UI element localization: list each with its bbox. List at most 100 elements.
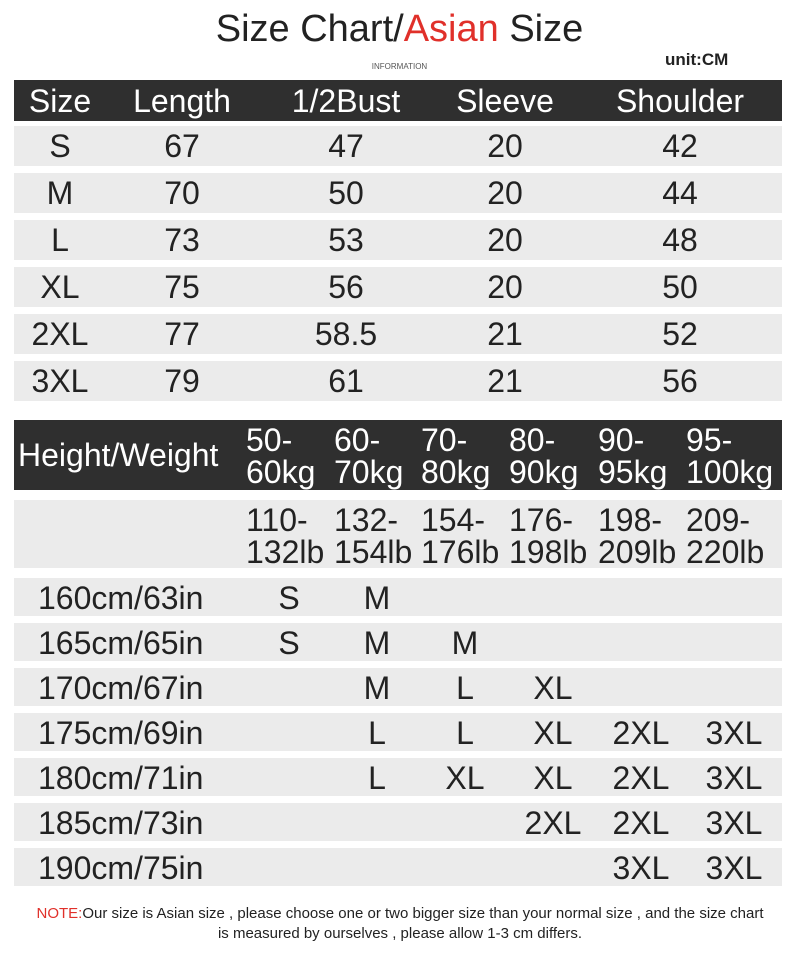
row-band <box>14 803 782 841</box>
cell: 77 <box>164 316 200 352</box>
row-band <box>14 220 782 260</box>
cell: 44 <box>662 175 698 211</box>
weight-kg: 80-90kg <box>509 422 579 490</box>
weight-kg: 50-60kg <box>246 422 316 490</box>
row-band <box>14 848 782 886</box>
cell: 70 <box>164 175 200 211</box>
row-band <box>14 126 782 166</box>
size: 3XL <box>705 850 763 886</box>
header-band <box>14 80 782 121</box>
cell: 75 <box>164 269 200 305</box>
size: 2XL <box>524 805 582 841</box>
height: 190cm/75in <box>38 850 204 886</box>
cell: 3XL <box>31 363 89 399</box>
header-label: Height/Weight <box>18 437 219 473</box>
size: XL <box>533 760 573 796</box>
row-band <box>14 267 782 307</box>
cell: L <box>51 222 69 258</box>
note-text: Our size is Asian size , please choose o… <box>82 905 764 942</box>
cell: 42 <box>662 128 698 164</box>
title-prefix: Size Chart/ <box>215 8 404 50</box>
height: 185cm/73in <box>38 805 204 841</box>
size: M <box>451 625 479 661</box>
title-highlight: Asian <box>403 8 499 50</box>
weight-kg: 95-100kg <box>686 422 774 490</box>
size: M <box>363 670 391 706</box>
size: L <box>368 715 386 751</box>
header-cell: Shoulder <box>615 83 745 119</box>
size: L <box>456 715 474 751</box>
cell: 53 <box>328 222 364 258</box>
title: Size Chart/Asian Size <box>0 6 799 52</box>
height: 180cm/71in <box>38 760 204 796</box>
lb-band <box>14 500 782 568</box>
size: M <box>363 580 391 616</box>
cell: 48 <box>662 222 698 258</box>
size: M <box>363 625 391 661</box>
note: NOTE:Our size is Asian size , please cho… <box>30 904 770 944</box>
row-band <box>14 173 782 213</box>
size: 3XL <box>705 805 763 841</box>
weight-lb: 198-209lb <box>598 502 677 570</box>
cell: M <box>46 175 74 211</box>
weight-lb: 209-220lb <box>686 502 765 570</box>
weight-kg: 90-95kg <box>598 422 668 490</box>
note-label: NOTE: <box>36 905 83 922</box>
height: 165cm/65in <box>38 625 204 661</box>
height: 175cm/69in <box>38 715 204 751</box>
row-band <box>14 314 782 354</box>
weight-kg: 70-80kg <box>421 422 491 490</box>
cell: 2XL <box>31 316 89 352</box>
size: 3XL <box>612 850 670 886</box>
header-cell: Size <box>28 83 92 119</box>
cell: 21 <box>487 363 523 399</box>
cell: S <box>49 128 71 164</box>
size: 2XL <box>612 760 670 796</box>
size: 2XL <box>612 805 670 841</box>
cell: 52 <box>662 316 698 352</box>
height: 160cm/63in <box>38 580 204 616</box>
size: 3XL <box>705 715 763 751</box>
weight-lb: 176-198lb <box>509 502 588 570</box>
cell: 50 <box>328 175 364 211</box>
cell: 61 <box>328 363 364 399</box>
size: 2XL <box>612 715 670 751</box>
size: XL <box>445 760 485 796</box>
size: XL <box>533 670 573 706</box>
size: L <box>368 760 386 796</box>
row-band <box>14 758 782 796</box>
cell: 58.5 <box>314 316 378 352</box>
size: XL <box>533 715 573 751</box>
size: S <box>278 625 300 661</box>
cell: 20 <box>487 269 523 305</box>
header-band <box>14 420 782 490</box>
header-cell: Sleeve <box>456 83 554 119</box>
header-cell: 1/2Bust <box>291 83 401 119</box>
size: 3XL <box>705 760 763 796</box>
size: S <box>278 580 300 616</box>
weight-kg: 60-70kg <box>334 422 404 490</box>
row-band <box>14 361 782 401</box>
weight-lb: 110-132lb <box>246 502 325 570</box>
title-suffix: Size <box>498 8 584 50</box>
cell: 56 <box>662 363 698 399</box>
row-band <box>14 623 782 661</box>
row-band <box>14 668 782 706</box>
weight-lb: 132-154lb <box>334 502 413 570</box>
cell: 79 <box>164 363 200 399</box>
cell: XL <box>40 269 80 305</box>
weight-lb: 154-176lb <box>421 502 500 570</box>
cell: 47 <box>328 128 364 164</box>
cell: 73 <box>164 222 200 258</box>
subtitle: INFORMATION <box>371 62 428 71</box>
cell: 20 <box>487 222 523 258</box>
row-band <box>14 578 782 616</box>
cell: 56 <box>328 269 364 305</box>
row-band <box>14 713 782 751</box>
cell: 20 <box>487 128 523 164</box>
unit: unit:CM <box>665 50 729 69</box>
height: 170cm/67in <box>38 670 204 706</box>
size: L <box>456 670 474 706</box>
cell: 20 <box>487 175 523 211</box>
